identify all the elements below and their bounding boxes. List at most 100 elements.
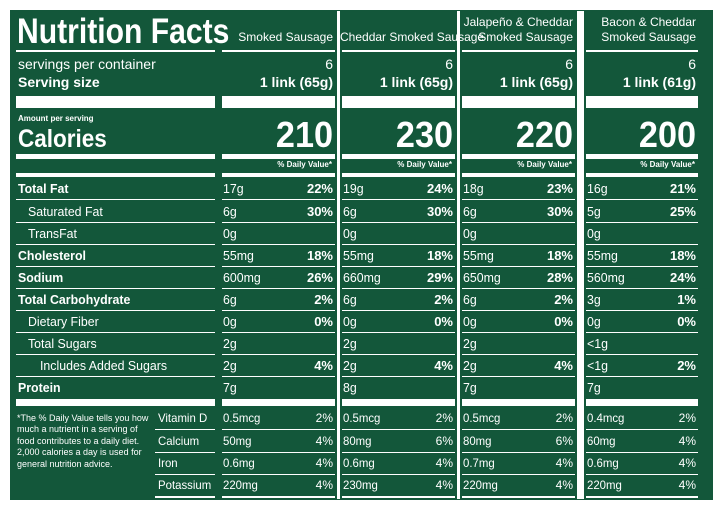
row-rule [16, 222, 215, 223]
nutrient-label: Sodium [18, 270, 64, 285]
servings-per-container-label: servings per container [18, 56, 156, 72]
servings-count: 6 [325, 56, 333, 72]
row-rule [586, 452, 698, 453]
daily-value-header: % Daily Value* [640, 160, 695, 169]
row-rule [462, 332, 575, 333]
nutrient-daily-value: 25% [669, 204, 696, 219]
nutrient-amount: 2g [463, 358, 477, 373]
vitamin-amount: 220mg [587, 478, 622, 492]
nutrient-amount: 18g [463, 181, 484, 196]
nutrient-daily-value: 18% [546, 248, 573, 263]
nutrient-label: Total Sugars [28, 336, 97, 351]
row-rule [342, 452, 455, 453]
row-rule [222, 332, 335, 333]
bottom-rule [462, 496, 575, 498]
nutrient-daily-value: 22% [306, 181, 333, 196]
vitamin-amount: 230mg [343, 478, 378, 492]
nutrient-daily-value: 2% [554, 292, 573, 307]
row-rule [462, 222, 575, 223]
vitamin-amount: 60mg [587, 434, 616, 448]
nutrient-amount: 6g [223, 204, 237, 219]
nutrient-label: Saturated Fat [28, 204, 103, 219]
vitamin-amount: 0.4mcg [587, 411, 625, 425]
row-rule [222, 474, 335, 475]
nutrient-label: Cholesterol [18, 248, 86, 263]
servings-count: 6 [565, 56, 573, 72]
row-rule [586, 266, 698, 267]
calories-value: 210 [275, 114, 333, 155]
nutrient-amount: 6g [223, 292, 237, 307]
row-rule [586, 429, 698, 430]
column-separator [577, 11, 584, 499]
row-rule [16, 376, 215, 377]
vitamin-label: Calcium [158, 434, 200, 448]
row-rule [462, 429, 575, 430]
serving-size-label: Serving size [18, 74, 100, 90]
row-rule [342, 266, 455, 267]
nutrient-amount: 55mg [223, 248, 254, 263]
thick-rule [586, 96, 698, 108]
header-rule [342, 50, 455, 52]
thick-rule [16, 96, 215, 108]
page-title: Nutrition Facts [17, 12, 230, 51]
section-rule [16, 173, 215, 177]
nutrient-amount: <1g [587, 358, 608, 373]
thick-rule [16, 399, 215, 406]
row-rule [586, 199, 698, 200]
nutrient-daily-value: 4% [314, 358, 333, 373]
vitamin-daily-value: 4% [555, 478, 573, 492]
nutrient-daily-value: 0% [677, 314, 696, 329]
nutrient-daily-value: 23% [546, 181, 573, 196]
row-rule [16, 310, 215, 311]
vitamin-daily-value: 2% [435, 411, 453, 425]
nutrient-label: Total Fat [18, 181, 69, 196]
nutrient-daily-value: 4% [434, 358, 453, 373]
nutrient-amount: 16g [587, 181, 608, 196]
row-rule [222, 288, 335, 289]
servings-count: 6 [445, 56, 453, 72]
vitamin-amount: 80mg [343, 434, 372, 448]
nutrient-label: Total Carbohydrate [18, 292, 131, 307]
nutrient-amount: 55mg [463, 248, 494, 263]
nutrient-amount: 55mg [587, 248, 618, 263]
vitamin-daily-value: 6% [435, 434, 453, 448]
nutrient-daily-value: 2% [434, 292, 453, 307]
row-rule [342, 310, 455, 311]
row-rule [342, 244, 455, 245]
row-rule [462, 244, 575, 245]
row-rule [342, 354, 455, 355]
calories-rule [16, 154, 215, 159]
vitamin-daily-value: 4% [315, 434, 333, 448]
vitamin-amount: 0.5mcg [223, 411, 261, 425]
nutrient-amount: 0g [587, 314, 601, 329]
nutrient-label: Protein [18, 380, 61, 395]
product-name: Bacon & Cheddar Smoked Sausage [601, 15, 696, 44]
row-rule [222, 310, 335, 311]
nutrient-amount: 7g [223, 380, 237, 395]
vitamin-amount: 50mg [223, 434, 252, 448]
daily-value-header: % Daily Value* [517, 160, 572, 169]
section-rule [342, 173, 455, 177]
row-rule [222, 222, 335, 223]
header-rule [462, 50, 575, 52]
column-separator [457, 11, 460, 499]
nutrient-amount: 19g [343, 181, 364, 196]
row-rule [222, 429, 335, 430]
calories-rule [586, 154, 698, 159]
row-rule [586, 354, 698, 355]
product-name: Smoked Sausage [238, 30, 333, 44]
row-rule [462, 288, 575, 289]
vitamin-amount: 220mg [463, 478, 498, 492]
row-rule [462, 354, 575, 355]
row-rule [342, 199, 455, 200]
calories-value: 200 [638, 114, 696, 155]
vitamin-daily-value: 4% [678, 456, 696, 470]
nutrient-daily-value: 30% [546, 204, 573, 219]
nutrient-daily-value: 30% [306, 204, 333, 219]
vitamin-amount: 0.5mcg [343, 411, 381, 425]
vitamin-daily-value: 6% [555, 434, 573, 448]
row-rule [586, 474, 698, 475]
vitamin-daily-value: 2% [555, 411, 573, 425]
nutrient-daily-value: 2% [314, 292, 333, 307]
